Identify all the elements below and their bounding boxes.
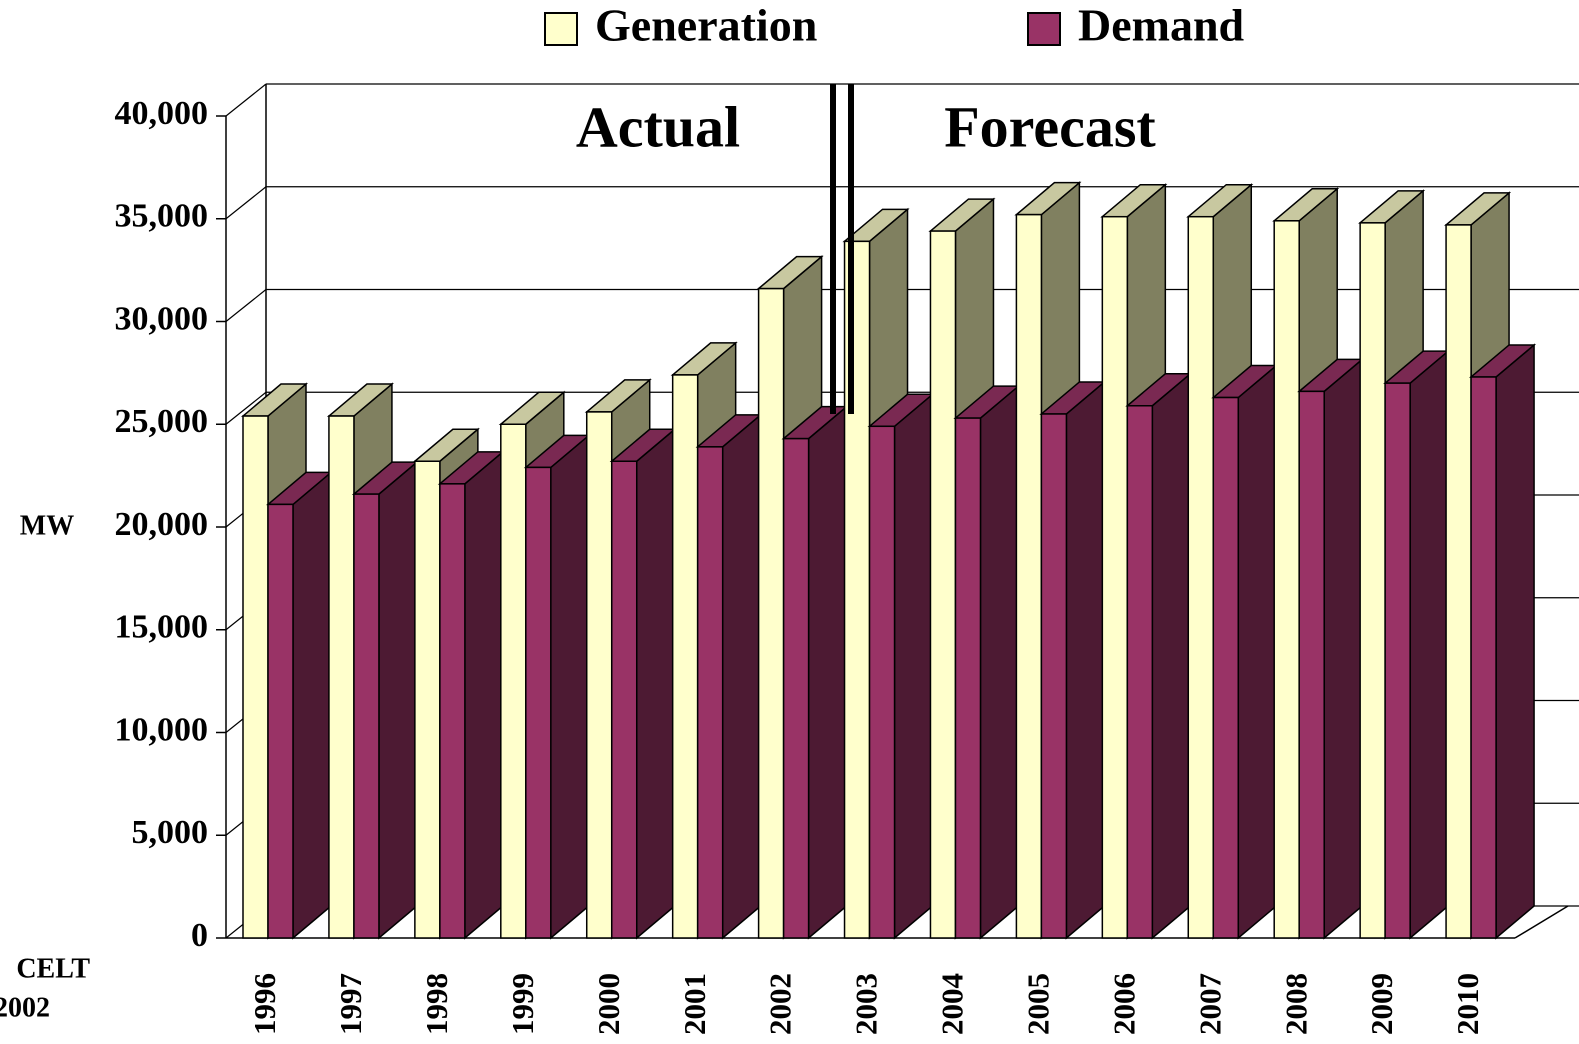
bar [1359,222,1386,939]
x-tick-label: 1996 [247,973,282,1035]
grid-line [225,83,267,117]
grid-line [225,186,267,220]
y-tick-label: 20,000 [115,506,209,543]
bar [439,483,466,939]
bar-side [292,470,332,940]
x-tick-label: 1997 [333,973,368,1035]
bar [954,417,982,939]
x-tick-label: 2009 [1364,973,1399,1035]
y-tick-label: 40,000 [115,95,209,132]
bar [929,230,957,939]
x-tick-label: 2003 [849,973,884,1035]
bar [868,425,896,939]
bar [267,503,294,939]
bar [242,415,269,939]
bar [1187,215,1215,939]
y-axis-label: MW [20,510,74,541]
bar [1384,382,1411,939]
bar [671,374,699,939]
x-tick-label: 1999 [505,973,540,1035]
x-tick-label: 2008 [1278,973,1313,1035]
legend-swatch [544,12,578,46]
x-tick-label: 2004 [935,973,970,1035]
bar [1470,376,1497,939]
axis-line [1514,905,1569,939]
x-tick-label: 2007 [1192,973,1227,1035]
bar-side [1065,380,1106,940]
bar [1273,220,1300,939]
y-tick-label: 5,000 [132,814,209,851]
y-tick-label: 10,000 [115,711,209,748]
y-tick-label: 0 [191,917,208,954]
grid-line [225,289,267,322]
bar-side [1151,372,1192,940]
bar [500,423,527,939]
bar-side [1409,349,1449,940]
bar-side [378,460,418,940]
bar [353,493,380,939]
y-tick-label: 30,000 [115,300,209,337]
y-tick-label: 25,000 [115,403,209,440]
bar-side [807,405,848,940]
x-tick-label: 1998 [419,973,454,1035]
legend-label: Demand [1078,0,1245,51]
legend-swatch [1027,12,1061,46]
annotation: Forecast [944,94,1156,159]
x-tick-label: 2000 [591,973,626,1035]
bar [328,415,355,939]
annotation: Actual [576,94,740,159]
bar-side [1237,363,1278,940]
x-tick-label: 2002 [763,973,798,1035]
bar [414,460,441,939]
bar [782,437,810,939]
x-tick-label: 2006 [1106,973,1141,1035]
bar [610,460,638,939]
source-note: CELT [16,953,90,984]
y-tick-label: 35,000 [115,198,209,235]
x-tick-label: 2001 [677,973,712,1035]
source-note: 2002 [0,992,50,1023]
bar [1445,224,1472,939]
x-tick-label: 2005 [1021,973,1056,1035]
bar [1040,413,1068,939]
bar [585,411,613,939]
bar-side [721,413,762,940]
bar [1015,213,1043,939]
bar-side [550,433,590,940]
bar-side [979,384,1020,940]
bar [1298,390,1325,939]
bar-side [464,450,504,940]
bar [757,287,785,939]
bar [696,446,724,939]
bar-side [1323,357,1363,940]
bar [525,466,552,939]
bar [1126,405,1154,939]
legend-label: Generation [595,0,817,51]
bar-side [635,427,676,940]
bar [1101,215,1129,939]
x-tick-label: 2010 [1450,973,1485,1035]
bar [1212,396,1240,939]
y-tick-label: 15,000 [115,609,209,646]
bar-side [1495,343,1535,940]
bar-side [893,392,934,940]
grid-line [225,391,267,425]
